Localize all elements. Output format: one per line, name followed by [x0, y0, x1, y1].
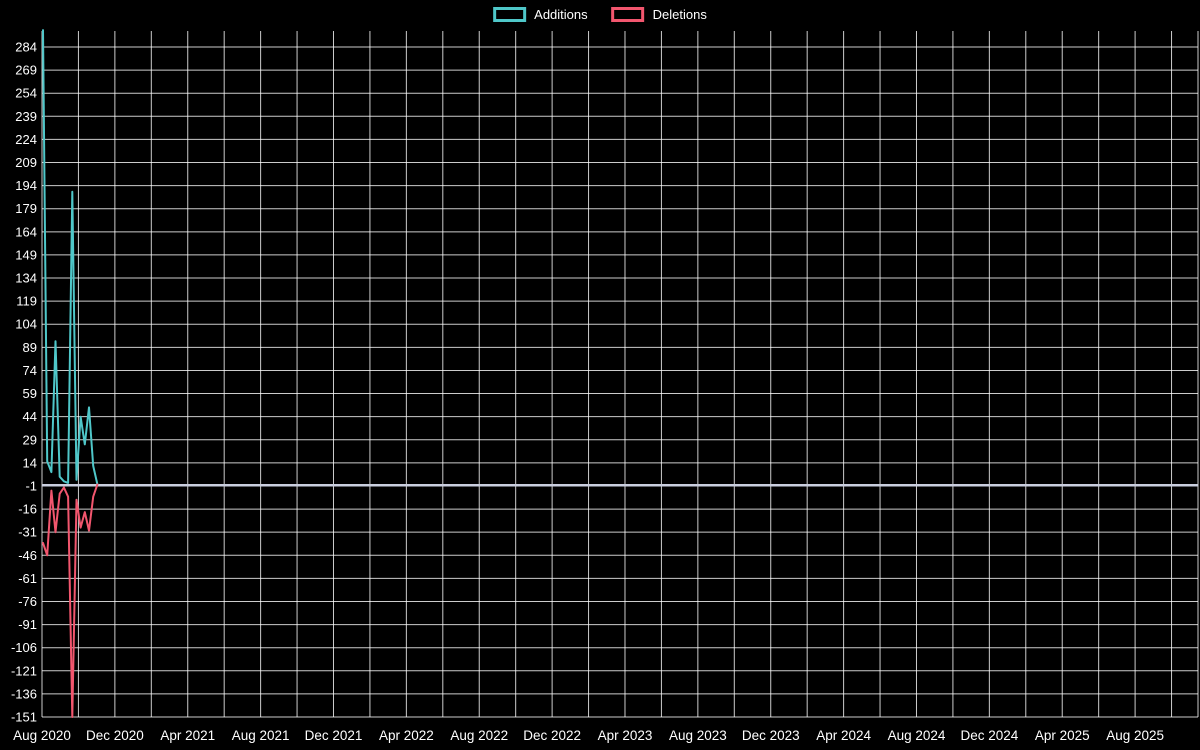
- y-tick-label: -121: [11, 663, 37, 678]
- x-tick-label: Aug 2024: [888, 728, 946, 743]
- y-tick-label: 284: [15, 40, 37, 55]
- additions-line: [42, 29, 99, 486]
- x-tick-label: Aug 2021: [232, 728, 290, 743]
- y-tick-label: -91: [18, 617, 37, 632]
- x-tick-label: Apr 2023: [598, 728, 653, 743]
- y-tick-label: 149: [15, 247, 37, 262]
- y-tick-label: -16: [18, 502, 37, 517]
- legend-label-deletions: Deletions: [652, 7, 707, 22]
- y-tick-label: 119: [16, 294, 37, 309]
- y-tick-label: -46: [18, 548, 37, 563]
- x-tick-label: Dec 2021: [305, 728, 363, 743]
- x-tick-label: Dec 2022: [523, 728, 581, 743]
- y-tick-label: 14: [23, 455, 37, 470]
- x-tick-label: Apr 2024: [816, 728, 871, 743]
- y-tick-label: -106: [11, 640, 37, 655]
- legend-label-additions: Additions: [534, 7, 588, 22]
- x-tick-label: Apr 2022: [379, 728, 434, 743]
- y-tick-label: -31: [18, 525, 37, 540]
- y-tick-label: 59: [23, 386, 37, 401]
- y-tick-label: 74: [23, 363, 37, 378]
- x-tick-label: Aug 2023: [669, 728, 727, 743]
- y-tick-label: 224: [15, 132, 37, 147]
- y-tick-label: -61: [18, 571, 37, 586]
- y-tick-label: 209: [15, 155, 37, 170]
- chart-legend: Additions Deletions: [493, 7, 707, 22]
- x-tick-label: Aug 2022: [450, 728, 508, 743]
- y-tick-label: 89: [23, 340, 37, 355]
- y-tick-label: 29: [23, 432, 37, 447]
- x-tick-label: Apr 2021: [160, 728, 215, 743]
- y-tick-label: -76: [18, 594, 37, 609]
- deletions-line: [42, 483, 99, 718]
- y-tick-label: -136: [11, 686, 37, 701]
- deletions-swatch-icon: [611, 7, 645, 22]
- x-tick-label: Aug 2020: [13, 728, 71, 743]
- x-tick-label: Dec 2023: [742, 728, 800, 743]
- legend-item-additions[interactable]: Additions: [493, 7, 588, 22]
- additions-swatch-icon: [493, 7, 527, 22]
- y-tick-label: 104: [15, 317, 37, 332]
- y-tick-label: -151: [11, 710, 37, 725]
- x-tick-label: Dec 2024: [960, 728, 1018, 743]
- x-tick-label: Aug 2025: [1106, 728, 1164, 743]
- x-tick-label: Dec 2020: [86, 728, 144, 743]
- y-tick-label: 269: [15, 63, 37, 78]
- y-tick-label: 44: [23, 409, 37, 424]
- y-tick-label: 164: [15, 224, 37, 239]
- y-tick-label: 194: [15, 178, 37, 193]
- y-tick-label: 254: [15, 86, 37, 101]
- x-tick-label: Apr 2025: [1035, 728, 1090, 743]
- y-tick-label: 239: [15, 109, 37, 124]
- y-tick-label: 134: [15, 271, 37, 286]
- y-tick-label: -1: [25, 478, 37, 493]
- y-tick-label: 179: [15, 201, 37, 216]
- legend-item-deletions[interactable]: Deletions: [611, 7, 707, 22]
